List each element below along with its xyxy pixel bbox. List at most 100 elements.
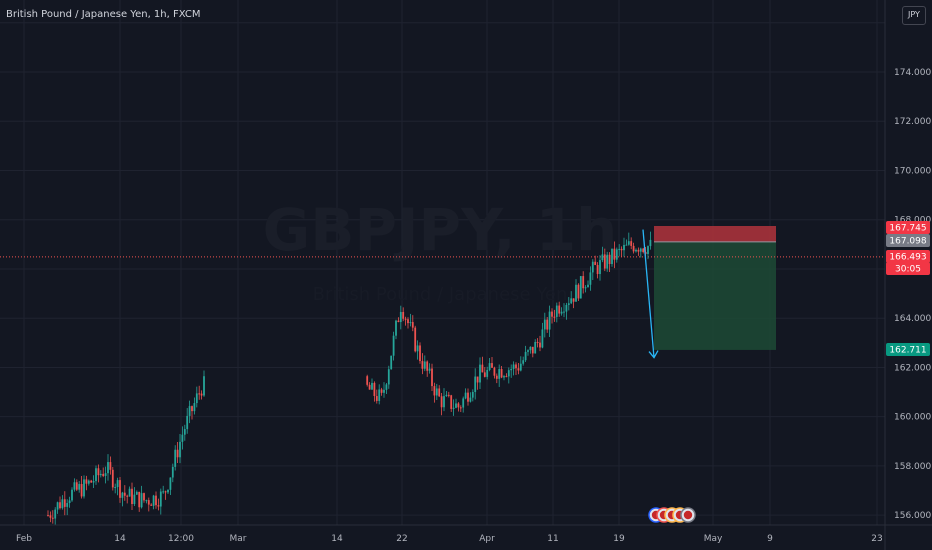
candle-body bbox=[630, 241, 633, 246]
position-tool[interactable] bbox=[0, 226, 885, 350]
candle-body bbox=[543, 319, 546, 330]
candle-body bbox=[186, 415, 189, 430]
candle-body bbox=[174, 449, 177, 467]
candle-body bbox=[498, 369, 501, 379]
candle-body bbox=[647, 246, 649, 254]
candle-body bbox=[536, 341, 539, 343]
x-tick-label: 23 bbox=[871, 534, 882, 544]
candle-body bbox=[613, 248, 616, 260]
candle-body bbox=[572, 298, 575, 302]
candle-body bbox=[505, 376, 508, 378]
x-tick-label: 9 bbox=[767, 534, 773, 544]
candle-body bbox=[167, 489, 169, 493]
candle-body bbox=[594, 261, 597, 265]
candle-body bbox=[416, 345, 419, 352]
candle-body bbox=[80, 484, 83, 497]
candle-body bbox=[625, 244, 628, 246]
candle-body bbox=[637, 249, 640, 252]
candle-body bbox=[529, 346, 532, 351]
currency-badge[interactable]: JPY bbox=[902, 6, 926, 25]
candle-body bbox=[99, 473, 102, 476]
candle-body bbox=[183, 429, 186, 435]
y-tick-label: 170.000 bbox=[894, 166, 931, 176]
candle-body bbox=[575, 284, 577, 302]
candle-body bbox=[471, 391, 474, 398]
symbol-title[interactable]: British Pound / Japanese Yen, 1h, FXCM bbox=[6, 9, 201, 20]
candle-body bbox=[553, 316, 556, 318]
candle-body bbox=[49, 515, 52, 518]
candle-body bbox=[507, 370, 510, 377]
candle-body bbox=[402, 311, 405, 319]
price-tags: 167.745 167.098 166.493 30:05 162.711 bbox=[886, 221, 930, 356]
candle-body bbox=[157, 505, 160, 507]
candle-body bbox=[462, 398, 465, 408]
candle-body bbox=[179, 441, 181, 458]
y-tick-label: 156.000 bbox=[894, 511, 931, 521]
price-tag-bg bbox=[886, 343, 930, 356]
y-tick-label: 162.000 bbox=[894, 363, 931, 373]
candle-body bbox=[589, 272, 592, 285]
candle-body bbox=[171, 466, 174, 478]
candle-body bbox=[620, 248, 623, 251]
candle-body bbox=[159, 491, 162, 507]
event-flag-icon-inner bbox=[683, 510, 693, 520]
candle-body bbox=[83, 479, 85, 497]
projection-arrow[interactable] bbox=[642, 229, 659, 359]
candle-body bbox=[495, 375, 498, 379]
candle-body bbox=[181, 434, 184, 442]
y-tick-label: 174.000 bbox=[894, 68, 931, 78]
candle-body bbox=[457, 403, 460, 408]
x-tick-label: 11 bbox=[547, 534, 558, 544]
candle-body bbox=[143, 493, 145, 501]
candle-body bbox=[587, 284, 589, 288]
candle-body bbox=[51, 517, 54, 519]
candle-body bbox=[639, 248, 642, 252]
candle-body bbox=[531, 346, 534, 354]
candle-body bbox=[107, 462, 109, 474]
candle-body bbox=[198, 393, 201, 395]
candle-body bbox=[443, 396, 445, 408]
candle-body bbox=[546, 319, 549, 330]
candle-body bbox=[591, 261, 594, 273]
candle-body bbox=[145, 500, 148, 502]
candle-body bbox=[78, 484, 81, 490]
candle-body bbox=[383, 389, 385, 393]
candle-body bbox=[560, 311, 563, 314]
candle-body bbox=[66, 503, 69, 507]
candle-body bbox=[109, 462, 112, 470]
price-tag-label: 162.711 bbox=[889, 346, 926, 356]
candle-body bbox=[200, 393, 203, 396]
candle-body bbox=[524, 351, 527, 361]
x-tick-label: 12:00 bbox=[168, 534, 194, 544]
event-flags[interactable] bbox=[648, 507, 696, 523]
candle-body bbox=[47, 515, 49, 517]
candle-body bbox=[121, 492, 124, 498]
y-tick-label: 172.000 bbox=[894, 117, 931, 127]
candle-body bbox=[584, 287, 587, 289]
candle-body bbox=[510, 368, 513, 371]
candle-body bbox=[414, 327, 417, 352]
candle-body bbox=[615, 249, 618, 260]
candle-body bbox=[519, 363, 522, 371]
candle-body bbox=[387, 369, 390, 385]
candle-body bbox=[392, 335, 395, 356]
candle-body bbox=[464, 392, 467, 399]
candle-body bbox=[138, 491, 141, 508]
candle-body bbox=[390, 355, 393, 370]
candle-body bbox=[378, 389, 381, 401]
candle-body bbox=[567, 303, 570, 305]
candle-body bbox=[469, 397, 472, 402]
candle-body bbox=[375, 396, 378, 401]
candle-body bbox=[599, 260, 601, 275]
candle-body bbox=[133, 494, 136, 504]
price-tag-bg bbox=[886, 221, 930, 234]
candle-body bbox=[517, 368, 520, 371]
candle-body bbox=[193, 403, 196, 412]
price-tag-bg bbox=[886, 234, 930, 247]
candle-body bbox=[111, 469, 114, 488]
candle-body bbox=[493, 367, 496, 376]
candle-body bbox=[551, 311, 553, 317]
candle-body bbox=[399, 311, 402, 323]
candle-body bbox=[606, 254, 609, 269]
